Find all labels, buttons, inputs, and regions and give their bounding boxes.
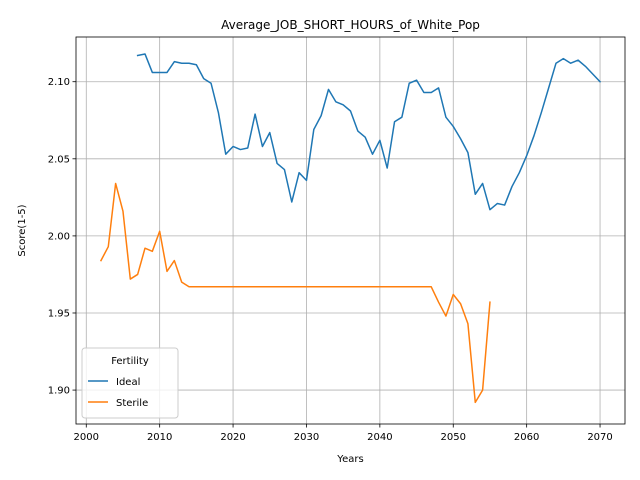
x-tick-label: 2050	[441, 432, 466, 443]
x-ticks: 2000 2010 2020 2030 2040 2050 2060 2070	[74, 424, 613, 443]
y-tick-label: 1.90	[48, 386, 70, 397]
y-tick-label: 1.95	[48, 308, 70, 319]
y-axis-label: Score(1-5)	[17, 204, 28, 256]
series-line-ideal	[136, 53, 602, 211]
legend-title: Fertility	[111, 356, 149, 367]
x-tick-label: 2010	[147, 432, 172, 443]
legend-box	[81, 347, 179, 419]
x-tick-label: 2020	[220, 432, 245, 443]
legend-label-ideal: Ideal	[116, 377, 140, 388]
series-line-sterile	[99, 182, 491, 404]
y-ticks: 1.90 1.95 2.00 2.05 2.10	[48, 77, 76, 397]
axes-frame	[75, 36, 626, 425]
x-tick-label: 2040	[367, 432, 392, 443]
x-tick-label: 2000	[74, 432, 99, 443]
y-tick-label: 2.00	[48, 231, 70, 242]
legend-label-sterile: Sterile	[116, 398, 148, 409]
x-axis-label: Years	[336, 454, 363, 465]
plot-lines	[99, 53, 602, 404]
x-tick-label: 2030	[294, 432, 319, 443]
x-tick-label: 2060	[514, 432, 539, 443]
y-tick-label: 2.05	[48, 154, 70, 165]
chart-title: Average_JOB_SHORT_HOURS_of_White_Pop	[221, 18, 480, 32]
legend: Fertility Ideal Sterile	[81, 347, 179, 419]
y-tick-label: 2.10	[48, 77, 70, 88]
x-tick-label: 2070	[587, 432, 612, 443]
